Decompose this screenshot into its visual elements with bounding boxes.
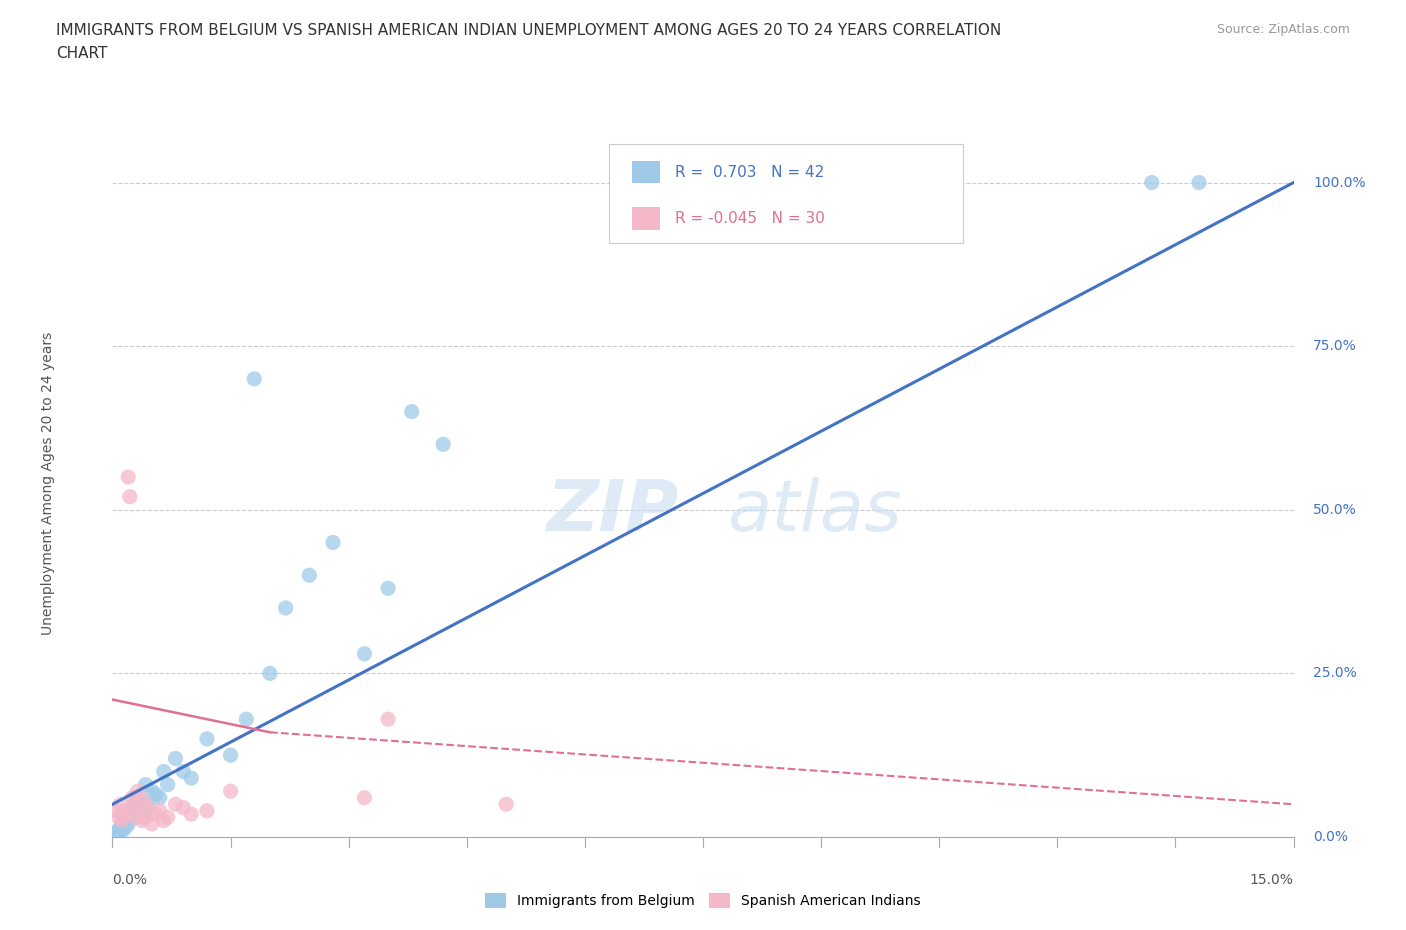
- Point: [165, 797, 187, 812]
- Point: [121, 806, 143, 821]
- Point: [112, 813, 135, 828]
- Point: [105, 804, 128, 818]
- Point: [136, 797, 159, 812]
- Text: 15.0%: 15.0%: [1250, 873, 1294, 887]
- Point: [132, 793, 155, 808]
- Text: 50.0%: 50.0%: [1313, 503, 1357, 517]
- Point: [107, 826, 129, 841]
- Bar: [633, 207, 659, 230]
- Point: [1188, 175, 1211, 190]
- Legend: Immigrants from Belgium, Spanish American Indians: Immigrants from Belgium, Spanish America…: [479, 888, 927, 914]
- Text: 75.0%: 75.0%: [1313, 339, 1357, 353]
- Point: [243, 371, 266, 386]
- Point: [115, 806, 138, 821]
- Point: [135, 777, 157, 792]
- Point: [145, 806, 167, 821]
- Point: [124, 797, 146, 812]
- Point: [129, 804, 152, 818]
- Point: [110, 819, 132, 834]
- Point: [152, 813, 174, 828]
- Point: [115, 810, 138, 825]
- Text: Unemployment Among Ages 20 to 24 years: Unemployment Among Ages 20 to 24 years: [41, 332, 55, 635]
- Point: [172, 764, 194, 779]
- Bar: [633, 161, 659, 183]
- Point: [111, 813, 134, 828]
- Text: 100.0%: 100.0%: [1313, 176, 1365, 190]
- Point: [377, 711, 399, 726]
- Point: [298, 568, 321, 583]
- Point: [110, 797, 132, 812]
- Point: [125, 810, 148, 825]
- Point: [117, 470, 139, 485]
- Point: [195, 804, 218, 818]
- Point: [135, 810, 157, 825]
- Point: [401, 405, 423, 419]
- Point: [149, 804, 172, 818]
- Point: [219, 748, 242, 763]
- Point: [180, 771, 202, 786]
- Point: [117, 817, 139, 831]
- Point: [274, 601, 297, 616]
- Point: [432, 437, 454, 452]
- Point: [125, 810, 148, 825]
- Point: [136, 800, 159, 815]
- Point: [165, 751, 187, 766]
- Text: Source: ZipAtlas.com: Source: ZipAtlas.com: [1216, 23, 1350, 36]
- Point: [259, 666, 281, 681]
- Text: R = -0.045   N = 30: R = -0.045 N = 30: [675, 211, 825, 226]
- Text: R =  0.703   N = 42: R = 0.703 N = 42: [675, 165, 825, 179]
- Point: [152, 764, 174, 779]
- Text: CHART: CHART: [56, 46, 108, 61]
- Point: [115, 819, 138, 834]
- Point: [127, 790, 149, 805]
- Point: [156, 777, 179, 792]
- Point: [111, 817, 134, 831]
- Point: [180, 806, 202, 821]
- Point: [141, 817, 163, 831]
- Point: [131, 813, 153, 828]
- Point: [107, 823, 129, 838]
- Point: [141, 784, 163, 799]
- Point: [129, 793, 152, 808]
- Point: [124, 797, 146, 812]
- Point: [377, 581, 399, 596]
- Text: 25.0%: 25.0%: [1313, 667, 1357, 681]
- Point: [195, 731, 218, 746]
- Text: 0.0%: 0.0%: [112, 873, 148, 887]
- Text: atlas: atlas: [727, 477, 901, 546]
- Text: 0.0%: 0.0%: [1313, 830, 1348, 844]
- Point: [131, 800, 153, 815]
- Point: [118, 489, 141, 504]
- Point: [219, 784, 242, 799]
- Point: [235, 711, 257, 726]
- Point: [118, 804, 141, 818]
- Point: [495, 797, 517, 812]
- Point: [107, 810, 129, 825]
- Point: [353, 646, 375, 661]
- Text: IMMIGRANTS FROM BELGIUM VS SPANISH AMERICAN INDIAN UNEMPLOYMENT AMONG AGES 20 TO: IMMIGRANTS FROM BELGIUM VS SPANISH AMERI…: [56, 23, 1001, 38]
- Point: [132, 810, 155, 825]
- Point: [105, 826, 128, 841]
- Text: ZIP: ZIP: [547, 477, 679, 546]
- Point: [121, 790, 143, 805]
- Point: [1140, 175, 1163, 190]
- Point: [172, 800, 194, 815]
- Point: [322, 535, 344, 550]
- Point: [111, 823, 134, 838]
- Point: [127, 784, 149, 799]
- Point: [149, 790, 172, 805]
- Point: [156, 810, 179, 825]
- Point: [112, 804, 135, 818]
- Point: [145, 787, 167, 802]
- Point: [353, 790, 375, 805]
- Bar: [609, 144, 963, 244]
